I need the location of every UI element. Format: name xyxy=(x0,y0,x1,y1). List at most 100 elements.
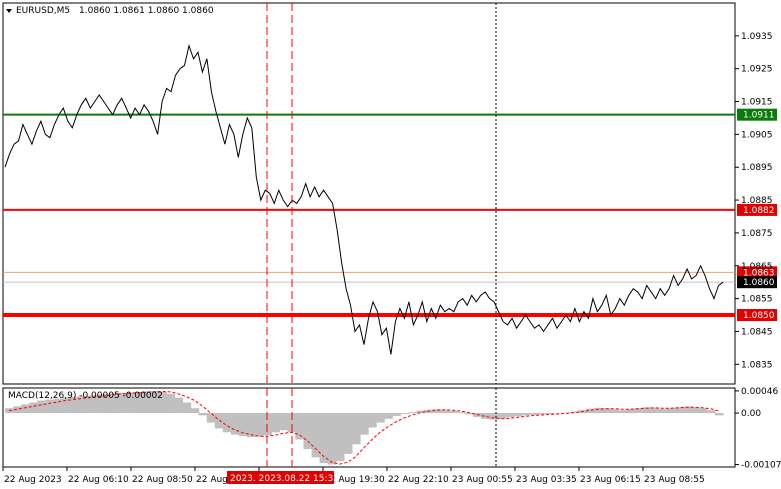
macd-tick-label: 0.00 xyxy=(741,409,761,419)
macd-bar xyxy=(368,413,377,428)
ohlc-values: 1.0860 1.0861 1.0860 1.0860 xyxy=(79,6,214,16)
macd-bar xyxy=(319,413,329,464)
price-tag-bg xyxy=(737,266,777,279)
symbol-label: EURUSD,M5 xyxy=(16,6,70,16)
macd-bar xyxy=(360,413,369,435)
price-tag-text: 1.0860 xyxy=(743,278,775,288)
macd-bar xyxy=(239,413,248,437)
macd-bar xyxy=(214,413,224,429)
macd-bar xyxy=(610,409,619,414)
cursor-time-bg xyxy=(227,471,334,484)
y-tick-label: 1.0855 xyxy=(741,295,773,305)
macd-bar xyxy=(351,413,361,445)
macd-bar xyxy=(513,413,522,417)
y-tick-label: 1.0865 xyxy=(741,262,773,272)
y-tick-label: 1.0885 xyxy=(741,196,773,206)
macd-bar xyxy=(497,413,506,419)
macd-bar xyxy=(93,394,103,413)
macd-bar xyxy=(166,393,175,414)
macd-bar xyxy=(311,413,321,458)
macd-bar xyxy=(456,412,466,414)
macd-bar xyxy=(45,399,54,414)
macd-bar xyxy=(303,413,313,450)
macd-bar xyxy=(690,407,700,414)
macd-bar xyxy=(569,411,579,413)
macd-bar xyxy=(714,413,724,416)
macd-bar xyxy=(295,413,305,440)
macd-bar xyxy=(698,408,708,413)
macd-bar xyxy=(134,391,143,414)
macd-bar xyxy=(21,404,30,414)
x-tick-label: 22 Aug 19:30 xyxy=(324,475,385,485)
macd-bar xyxy=(626,409,635,414)
price-pane[interactable] xyxy=(2,2,736,385)
macd-bar xyxy=(255,413,264,437)
macd-bar xyxy=(537,413,547,415)
macd-bar xyxy=(158,391,167,414)
x-tick-label: 22 Aug 22:10 xyxy=(388,475,449,485)
macd-bar xyxy=(545,413,555,414)
y-tick-label: 1.0925 xyxy=(741,65,773,75)
macd-bar xyxy=(150,390,159,414)
macd-bar xyxy=(448,410,458,413)
macd-bar xyxy=(593,407,603,414)
price-tag-1.0860: 1.0860 xyxy=(737,276,777,289)
macd-bar xyxy=(416,410,426,413)
macd-bar xyxy=(464,413,474,415)
macd-bar xyxy=(77,396,87,414)
macd-bar xyxy=(618,410,627,414)
y-tick-label: 1.0905 xyxy=(741,130,773,140)
macd-bar xyxy=(126,392,135,413)
macd-signal-line xyxy=(8,390,720,465)
cursor-time-text: 2023. 2023.08.22 15:35 xyxy=(230,474,339,484)
macd-bar xyxy=(142,391,151,414)
macd-bar xyxy=(230,413,240,435)
macd-label: MACD(12,26,9) -0.00005 -0.00002 xyxy=(8,391,163,401)
macd-bar xyxy=(642,407,651,414)
macd-bar xyxy=(658,408,668,413)
macd-bar xyxy=(190,408,200,413)
macd-bar xyxy=(376,413,385,423)
macd-bar xyxy=(432,409,442,414)
macd-bar xyxy=(650,407,660,414)
y-tick-label: 1.0835 xyxy=(741,360,773,370)
price-tag-text: 1.0911 xyxy=(743,111,775,121)
price-tag-1.0882: 1.0882 xyxy=(737,203,777,216)
y-tick-label: 1.0845 xyxy=(741,327,773,337)
macd-bar xyxy=(61,397,71,413)
macd-bar xyxy=(198,413,208,416)
price-tag-text: 1.0863 xyxy=(743,268,775,278)
macd-bar xyxy=(335,413,345,462)
x-tick-label: 23 Aug 00:55 xyxy=(452,475,513,485)
macd-bar xyxy=(384,413,393,419)
macd-bar xyxy=(343,413,353,454)
macd-bar xyxy=(561,412,571,414)
macd-bar xyxy=(29,402,38,414)
dropdown-arrow-icon[interactable] xyxy=(6,9,12,13)
macd-bar xyxy=(392,413,401,416)
macd-bar xyxy=(13,406,22,413)
x-tick-label: 23 Aug 08:55 xyxy=(644,475,705,485)
macd-bar xyxy=(263,413,272,436)
price-tag-bg xyxy=(737,276,777,289)
x-tick-label: 23 Aug 06:15 xyxy=(580,475,641,485)
macd-bar xyxy=(706,410,716,414)
macd-bar xyxy=(666,408,676,413)
macd-bar xyxy=(674,407,684,414)
y-tick-label: 1.0935 xyxy=(741,32,773,42)
macd-bar xyxy=(287,413,297,433)
macd-bar xyxy=(489,413,498,420)
x-tick-label: 22 Aug 2023 xyxy=(4,475,62,485)
macd-bar xyxy=(440,409,450,414)
price-tag-bg xyxy=(737,309,777,322)
macd-bar xyxy=(182,402,192,414)
x-tick-label: 23 Aug 03:35 xyxy=(516,475,577,485)
macd-bar xyxy=(247,413,256,438)
macd-bar xyxy=(585,408,595,413)
macd-bar xyxy=(400,413,409,414)
macd-bar xyxy=(682,406,692,413)
macd-bar xyxy=(271,413,280,433)
price-tag-1.0863: 1.0863 xyxy=(737,266,777,279)
macd-bar xyxy=(53,398,63,414)
